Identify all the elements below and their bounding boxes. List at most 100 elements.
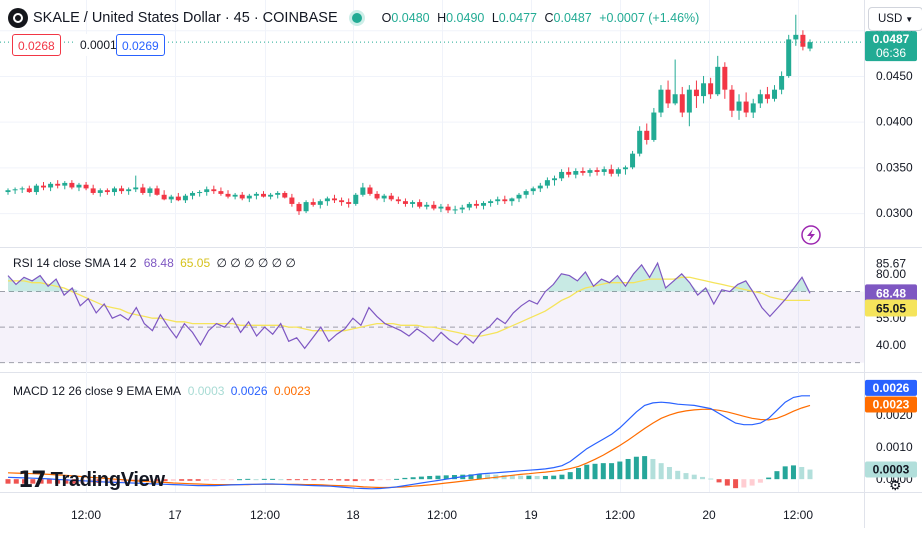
candle-body	[381, 195, 387, 199]
candle-body	[232, 194, 238, 197]
rsi-legend-value: 68.48	[143, 256, 174, 270]
macd-histogram-bar	[261, 478, 267, 480]
macd-histogram-bar	[642, 456, 648, 480]
macd-histogram-bar	[567, 472, 573, 480]
ohlc-high: 0.0490	[446, 11, 485, 25]
rsi-overbought-fill	[8, 263, 810, 292]
candle-body	[48, 183, 54, 188]
macd-histogram-bar	[55, 479, 61, 484]
signal-value-badge	[865, 396, 917, 413]
macd-histogram-bar	[633, 456, 639, 480]
candle-body	[239, 194, 245, 199]
macd-histogram-bar	[402, 477, 408, 480]
macd-histogram-bar	[790, 465, 796, 480]
candle-body	[750, 103, 756, 113]
macd-histogram-bar	[5, 479, 11, 484]
macd-histogram-bar	[410, 477, 416, 480]
symbol-title[interactable]: SKALE / United States Dollar · 45 · COIN…	[33, 10, 338, 26]
candle-body	[69, 182, 75, 188]
candle-body	[644, 130, 650, 140]
candle-body	[722, 66, 728, 90]
macd-histogram-bar	[733, 479, 739, 489]
macd-histogram-bar	[650, 458, 656, 480]
rsi-legend[interactable]: RSI 14 close SMA 14 2 68.48 65.05 ∅ ∅ ∅ …	[13, 256, 296, 270]
candle-body	[431, 204, 437, 209]
time-axis-label: 12:00	[71, 508, 101, 522]
candle-body	[289, 197, 295, 204]
macd-histogram-bar	[46, 479, 52, 484]
macd-histogram-bar	[625, 458, 631, 480]
macd-histogram-bar	[675, 470, 681, 480]
candle-body	[331, 198, 337, 201]
candle-body	[76, 184, 82, 188]
rsi-empty-values: ∅ ∅ ∅ ∅ ∅ ∅	[216, 256, 296, 270]
macd-histogram-bar	[766, 477, 772, 480]
macd-histogram-bar	[286, 479, 292, 481]
sell-button[interactable]: 0.0268	[12, 34, 61, 56]
macd-histogram-bar	[352, 479, 358, 482]
signal-value-label: 0.0023	[873, 397, 910, 411]
candle-body	[551, 178, 557, 181]
macd-histogram-bar	[418, 476, 424, 480]
macd-hist-legend-value: 0.0003	[187, 384, 225, 398]
macd-histogram-bar	[112, 479, 118, 483]
candle-body	[261, 193, 267, 197]
candle-body	[743, 101, 749, 113]
macd-histogram-bar	[617, 461, 623, 480]
rsi-legend-label: RSI 14 close SMA 14 2	[13, 256, 137, 270]
macd-histogram-bar	[716, 479, 722, 483]
ohlc-values: O0.0480 H0.0490 L0.0477 C0.0487 +0.0007 …	[382, 11, 704, 25]
candle-body	[793, 34, 799, 40]
tradingview-logo[interactable]: 17 TradingView	[18, 467, 165, 493]
candle-body	[736, 101, 742, 111]
macd-histogram-bar	[212, 479, 218, 481]
macd-histogram-bar	[71, 479, 77, 484]
macd-histogram-bar	[476, 474, 482, 480]
time-axis-label: 20	[702, 508, 716, 522]
macd-histogram-bar	[609, 463, 615, 480]
buy-button[interactable]: 0.0269	[116, 34, 165, 56]
macd-histogram-bar	[700, 476, 706, 480]
price-axis-label: 0.0450	[876, 69, 913, 83]
macd-histogram-bar	[799, 466, 805, 480]
candle-body	[360, 187, 366, 195]
rsi-axis-label: 40.00	[876, 338, 906, 352]
candle-body	[12, 189, 18, 191]
candle-body	[772, 89, 778, 99]
macd-histogram-bar	[468, 474, 474, 480]
settings-gear-icon[interactable]: ⚙	[889, 477, 902, 493]
macd-histogram-bar	[666, 466, 672, 480]
macd-histogram-bar	[551, 475, 557, 480]
macd-histogram-bar	[542, 475, 548, 480]
candle-body	[40, 185, 46, 188]
rsi-line	[7, 261, 811, 350]
chevron-down-icon: ▼	[905, 15, 914, 24]
last-price-badge	[865, 31, 917, 62]
candle-body	[658, 89, 664, 113]
rsi-axis-label: 85.67	[876, 257, 906, 271]
currency-select[interactable]: USD ▼	[868, 7, 922, 31]
candle-body	[317, 201, 323, 205]
candle-body	[388, 195, 394, 200]
rsi-sma-legend-value: 65.05	[180, 256, 211, 270]
macd-histogram-bar	[146, 479, 152, 482]
ohlc-high-key: H	[437, 11, 447, 25]
candle-body	[97, 190, 103, 193]
candle-body	[26, 188, 32, 193]
macd-histogram-bar	[336, 479, 342, 481]
candle-body	[417, 202, 423, 207]
macd-histogram-bar	[509, 475, 515, 480]
candle-body	[296, 203, 302, 212]
macd-histogram-bar	[253, 479, 259, 481]
macd-histogram-bar	[245, 478, 251, 480]
candle-body	[587, 170, 593, 173]
ohlc-close: 0.0487	[553, 11, 592, 25]
candle-body	[637, 130, 643, 154]
macd-histogram-bar	[385, 479, 391, 481]
candle-body	[800, 34, 806, 47]
macd-legend[interactable]: MACD 12 26 close 9 EMA EMA 0.0003 0.0026…	[13, 384, 311, 398]
macd-line	[7, 395, 810, 490]
macd-histogram-bar	[96, 479, 102, 484]
